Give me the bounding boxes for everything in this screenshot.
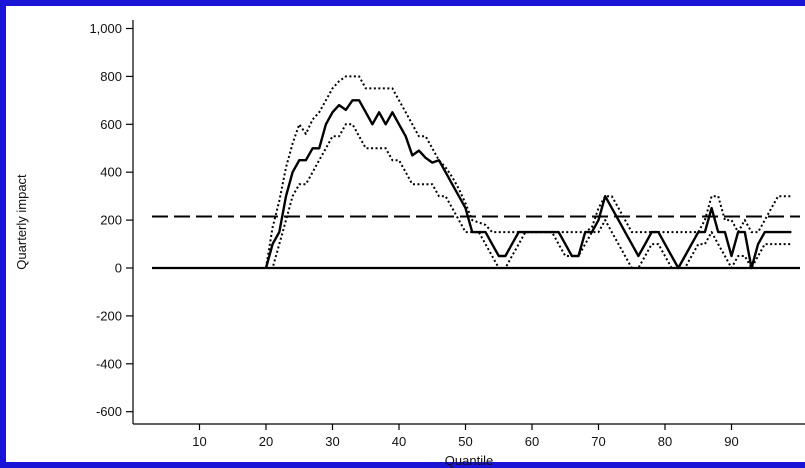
x-tick-label: 30 [325,434,339,449]
y-tick-label: -600 [96,404,122,419]
x-tick-label: 50 [458,434,472,449]
x-tick-label: 90 [724,434,738,449]
x-tick-label: 60 [525,434,539,449]
y-tick-label: 400 [100,165,122,180]
y-axis-title: Quarterly impact [14,174,29,270]
y-tick-label: -200 [96,308,122,323]
x-tick-label: 40 [392,434,406,449]
x-tick-label: 20 [259,434,273,449]
x-tick-label: 80 [658,434,672,449]
x-tick-label: 70 [591,434,605,449]
y-tick-label: 1,000 [89,21,122,36]
impact-estimate-line [264,99,792,270]
y-tick-label: -400 [96,356,122,371]
y-tick-label: 200 [100,213,122,228]
y-tick-label: 600 [100,117,122,132]
lower-bound-line [266,123,792,269]
x-axis-title: Quantile [445,453,493,468]
ticks: -600 -400 -200 0 200 400 600 800 1,000 10 20 30 40 50… [89,21,738,449]
y-tick-label: 800 [100,69,122,84]
upper-bound-line [265,75,792,269]
series [264,75,792,270]
axes [132,20,805,425]
x-tick-label: 10 [192,434,206,449]
y-tick-label: 0 [115,261,122,276]
reference-lines [152,215,800,270]
